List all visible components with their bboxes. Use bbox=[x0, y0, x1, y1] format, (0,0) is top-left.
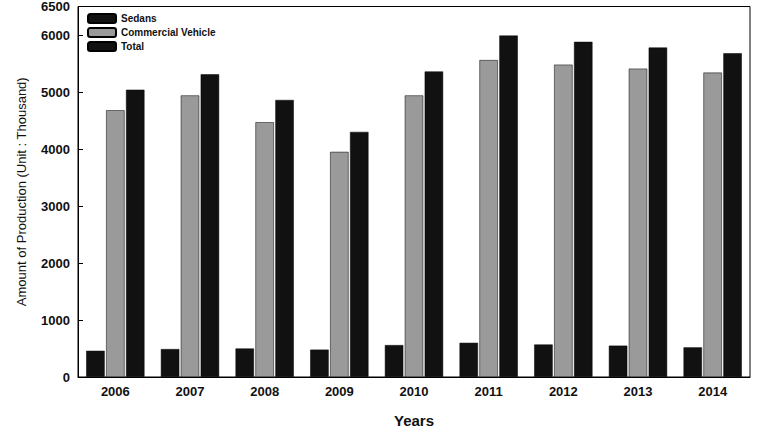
svg-text:1000: 1000 bbox=[41, 313, 70, 328]
svg-text:2010: 2010 bbox=[400, 384, 429, 399]
svg-text:Years: Years bbox=[394, 412, 434, 429]
svg-text:Amount of Production (Unit : T: Amount of Production (Unit : Thousand) bbox=[14, 77, 29, 306]
svg-text:2008: 2008 bbox=[250, 384, 279, 399]
svg-text:2014: 2014 bbox=[698, 384, 728, 399]
svg-text:3000: 3000 bbox=[41, 199, 70, 214]
svg-text:Total: Total bbox=[121, 41, 144, 52]
svg-text:Commercial Vehicle: Commercial Vehicle bbox=[121, 27, 216, 38]
svg-text:2011: 2011 bbox=[475, 384, 503, 399]
svg-text:2006: 2006 bbox=[101, 384, 130, 399]
svg-text:2012: 2012 bbox=[549, 384, 578, 399]
svg-text:6000: 6000 bbox=[41, 28, 70, 43]
svg-text:Sedans: Sedans bbox=[121, 13, 157, 24]
svg-text:4000: 4000 bbox=[41, 142, 70, 157]
svg-text:5000: 5000 bbox=[41, 85, 70, 100]
svg-text:2009: 2009 bbox=[325, 384, 354, 399]
svg-text:2007: 2007 bbox=[176, 384, 205, 399]
svg-text:2000: 2000 bbox=[41, 256, 70, 271]
svg-text:2013: 2013 bbox=[624, 384, 653, 399]
svg-text:0: 0 bbox=[63, 370, 70, 385]
svg-text:6500: 6500 bbox=[41, 0, 70, 14]
